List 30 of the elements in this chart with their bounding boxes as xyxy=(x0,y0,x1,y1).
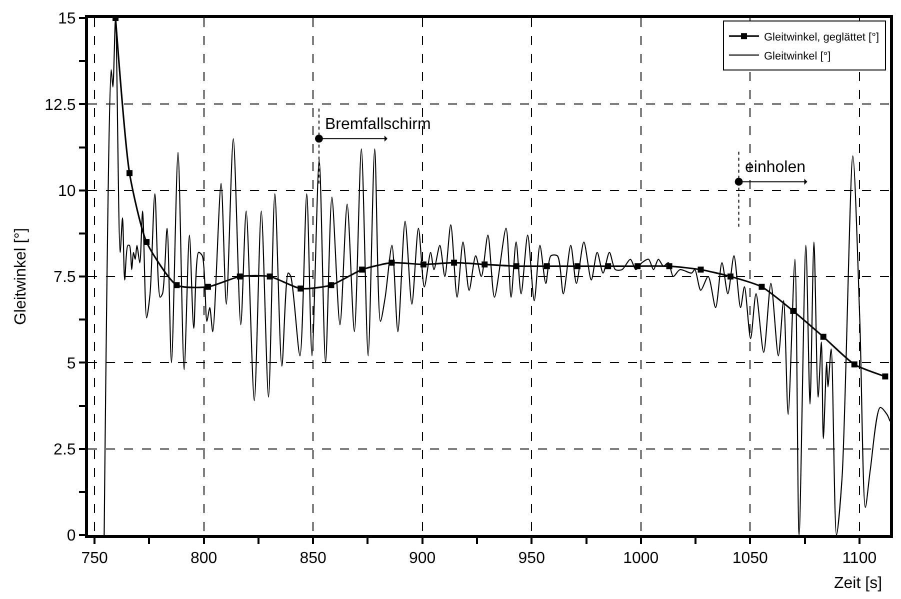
point xyxy=(359,266,366,273)
y-tick-label: 0 xyxy=(66,528,76,545)
y-tick-label: 15 xyxy=(58,10,76,28)
x-tick-label: 800 xyxy=(190,550,218,568)
y-axis-title: Gleitwinkel [°] xyxy=(12,228,30,326)
point xyxy=(758,284,765,290)
x-tick-label: 750 xyxy=(81,550,108,568)
point xyxy=(204,284,211,290)
x-tick-label: 950 xyxy=(518,550,546,568)
y-tick-label: 12.5 xyxy=(44,96,76,114)
y-tick-label: 10 xyxy=(58,182,76,200)
x-tick-label: 850 xyxy=(300,550,327,568)
point xyxy=(126,170,133,176)
legend-label: Gleitwinkel, geglättet [°] xyxy=(764,31,880,44)
point xyxy=(820,334,826,340)
x-tick-label: 1050 xyxy=(732,550,768,568)
x-axis-title: Zeit [s] xyxy=(834,575,882,592)
annotation: einholen xyxy=(745,159,806,176)
point xyxy=(698,266,704,273)
legend-label: Gleitwinkel [°] xyxy=(764,50,831,62)
point xyxy=(298,286,304,292)
x-tick-label: 1000 xyxy=(623,550,659,568)
y-tick-label: 2.5 xyxy=(54,441,76,458)
annotation: Bremfallschirm xyxy=(325,116,431,133)
point xyxy=(882,373,888,380)
y-tick-label: 7.5 xyxy=(54,269,76,286)
x-tick-label: 1100 xyxy=(842,550,877,568)
point xyxy=(851,361,858,368)
x-tick-label: 900 xyxy=(409,550,436,568)
y-tick-label: 5 xyxy=(66,355,76,372)
